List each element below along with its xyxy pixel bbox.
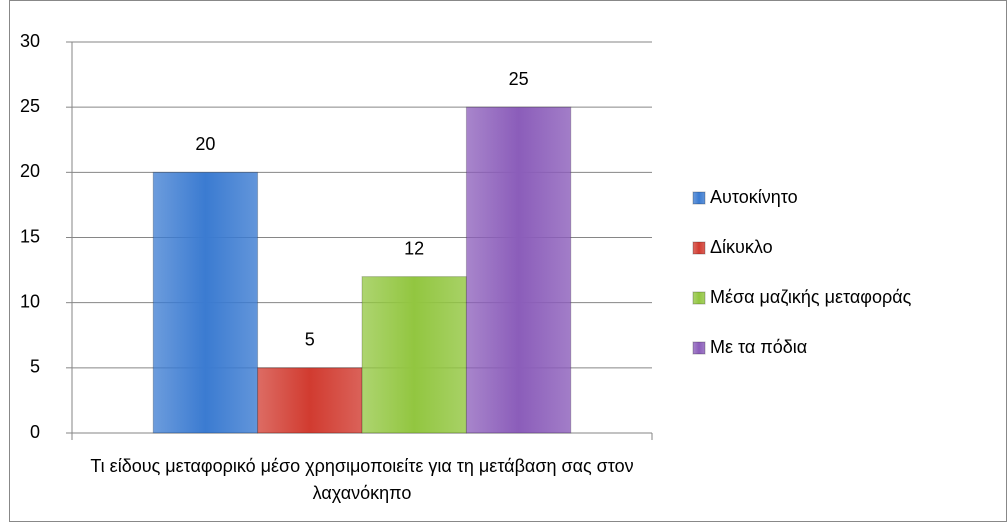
data-label: 12 — [404, 238, 424, 258]
legend-marker — [692, 191, 706, 205]
x-label-box: Τι είδους μεταφορικό μέσο χρησιμοποιείτε… — [90, 456, 634, 503]
legend-label: Αυτοκίνητο — [710, 187, 798, 207]
legend-label: Με τα πόδια — [710, 337, 807, 357]
legend-label: Δίκυκλο — [710, 237, 773, 257]
y-tick-label: 5 — [30, 357, 40, 377]
y-tick-label: 30 — [20, 31, 40, 51]
legend-marker — [692, 291, 706, 305]
data-label: 20 — [195, 134, 215, 154]
legend-label: Μέσα μαζικής μεταφοράς — [710, 287, 912, 307]
bar — [361, 276, 467, 434]
legend-marker — [692, 341, 706, 355]
y-tick-label: 10 — [20, 291, 40, 311]
y-tick-label: 15 — [20, 226, 40, 246]
y-tick-label: 0 — [30, 422, 40, 442]
bar — [257, 367, 363, 434]
bar — [465, 106, 572, 434]
data-label: 5 — [305, 330, 315, 350]
y-tick-label: 25 — [20, 96, 40, 116]
legend-marker — [692, 241, 706, 255]
x-tick-label: Τι είδους μεταφορικό μέσο χρησιμοποιείτε… — [90, 456, 634, 503]
bar — [152, 171, 259, 434]
data-label: 25 — [509, 69, 529, 89]
y-tick-label: 20 — [20, 161, 40, 181]
